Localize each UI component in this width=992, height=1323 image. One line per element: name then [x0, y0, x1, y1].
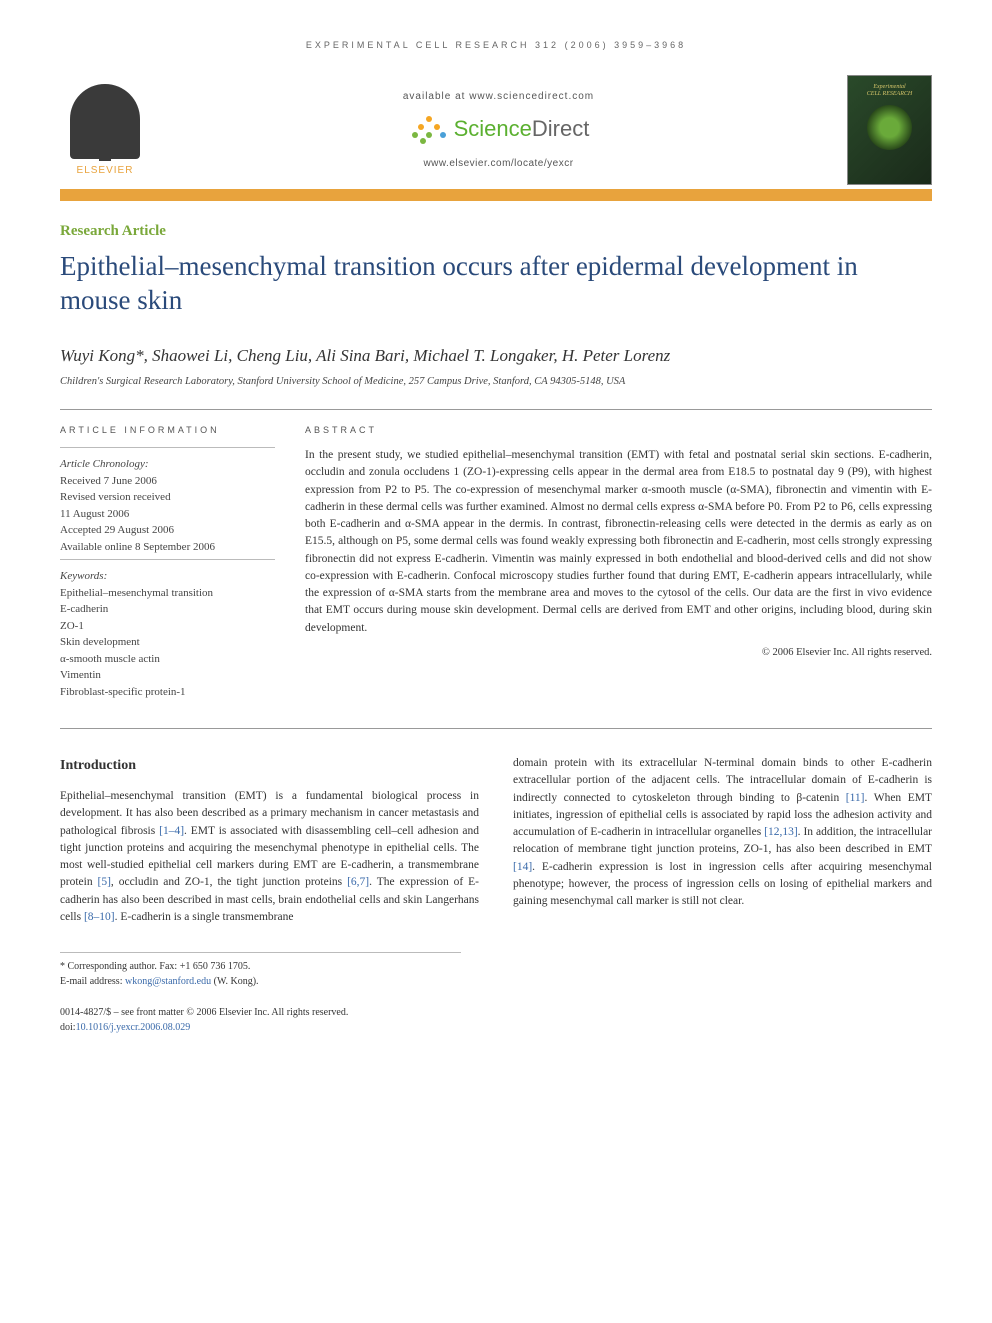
article-type-label: Research Article — [60, 223, 932, 240]
intro-paragraph-cont: domain protein with its extracellular N-… — [513, 755, 932, 910]
text-run: . E-cadherin expression is lost in ingre… — [513, 861, 932, 908]
divider — [60, 728, 932, 729]
body-column-left: Introduction Epithelial–mesenchymal tran… — [60, 755, 479, 926]
citation-link[interactable]: [6,7] — [347, 876, 369, 888]
citation-link[interactable]: [12,13] — [764, 826, 798, 838]
cover-image-icon — [867, 105, 912, 150]
chronology-label: Article Chronology: — [60, 458, 149, 470]
cover-line-1: Experimental — [873, 84, 905, 90]
available-at-text: available at www.sciencedirect.com — [170, 91, 827, 102]
header-divider-bar — [60, 189, 932, 201]
sciencedirect-text: ScienceDirect — [454, 116, 590, 142]
email-line: E-mail address: wkong@stanford.edu (W. K… — [60, 974, 461, 989]
footer-meta: 0014-4827/$ – see front matter © 2006 El… — [60, 1005, 932, 1035]
keyword: α-smooth muscle actin — [60, 651, 275, 668]
keywords-label: Keywords: — [60, 570, 107, 582]
keywords-block: Keywords: Epithelial–mesenchymal transit… — [60, 559, 275, 700]
revised-line-2: 11 August 2006 — [60, 506, 275, 523]
header-center: available at www.sciencedirect.com Scien… — [150, 91, 847, 169]
doi-link[interactable]: 10.1016/j.yexcr.2006.08.029 — [76, 1022, 191, 1033]
citation-link[interactable]: [11] — [846, 792, 865, 804]
section-heading-introduction: Introduction — [60, 755, 479, 776]
divider — [60, 409, 932, 410]
cover-title: Experimental CELL RESEARCH — [867, 84, 912, 97]
email-label: E-mail address: — [60, 976, 125, 987]
corresponding-author-note: * Corresponding author. Fax: +1 650 736 … — [60, 959, 461, 974]
sciencedirect-dots-icon — [408, 114, 446, 144]
keyword: Skin development — [60, 634, 275, 651]
doi-label: doi: — [60, 1022, 76, 1033]
intro-paragraph: Epithelial–mesenchymal transition (EMT) … — [60, 788, 479, 926]
abstract-copyright: © 2006 Elsevier Inc. All rights reserved… — [305, 645, 932, 661]
chronology-block: Article Chronology: Received 7 June 2006… — [60, 447, 275, 555]
article-title: Epithelial–mesenchymal transition occurs… — [60, 250, 932, 318]
keyword: E-cadherin — [60, 601, 275, 618]
citation-link[interactable]: [14] — [513, 861, 532, 873]
running-header: EXPERIMENTAL CELL RESEARCH 312 (2006) 39… — [60, 40, 932, 50]
cover-line-2: CELL RESEARCH — [867, 91, 912, 97]
info-heading: ARTICLE INFORMATION — [60, 424, 275, 438]
authors-line: Wuyi Kong*, Shaowei Li, Cheng Liu, Ali S… — [60, 346, 932, 366]
info-abstract-row: ARTICLE INFORMATION Article Chronology: … — [60, 424, 932, 715]
journal-cover-thumbnail: Experimental CELL RESEARCH — [847, 75, 932, 185]
body-columns: Introduction Epithelial–mesenchymal tran… — [60, 755, 932, 926]
keyword: Fibroblast-specific protein-1 — [60, 684, 275, 701]
journal-url: www.elsevier.com/locate/yexcr — [170, 158, 827, 169]
abstract-heading: ABSTRACT — [305, 424, 932, 438]
keyword: Vimentin — [60, 667, 275, 684]
accepted-date: Accepted 29 August 2006 — [60, 522, 275, 539]
received-date: Received 7 June 2006 — [60, 473, 275, 490]
publisher-header: ELSEVIER available at www.sciencedirect.… — [60, 75, 932, 185]
email-link[interactable]: wkong@stanford.edu — [125, 976, 211, 987]
article-information: ARTICLE INFORMATION Article Chronology: … — [60, 424, 275, 701]
elsevier-tree-icon — [70, 84, 140, 159]
elsevier-logo: ELSEVIER — [60, 75, 150, 185]
front-matter-line: 0014-4827/$ – see front matter © 2006 El… — [60, 1005, 932, 1020]
footnotes: * Corresponding author. Fax: +1 650 736 … — [60, 952, 461, 989]
abstract: ABSTRACT In the present study, we studie… — [305, 424, 932, 701]
sciencedirect-logo: ScienceDirect — [408, 114, 590, 144]
email-suffix: (W. Kong). — [211, 976, 258, 987]
citation-link[interactable]: [1–4] — [159, 825, 184, 837]
citation-link[interactable]: [8–10] — [84, 911, 115, 923]
keyword: ZO-1 — [60, 618, 275, 635]
body-column-right: domain protein with its extracellular N-… — [513, 755, 932, 926]
text-run: . E-cadherin is a single transmembrane — [115, 911, 294, 923]
text-run: , occludin and ZO-1, the tight junction … — [111, 876, 347, 888]
abstract-text: In the present study, we studied epithel… — [305, 447, 932, 637]
keyword: Epithelial–mesenchymal transition — [60, 585, 275, 602]
doi-line: doi:10.1016/j.yexcr.2006.08.029 — [60, 1020, 932, 1035]
affiliation: Children's Surgical Research Laboratory,… — [60, 376, 932, 387]
online-date: Available online 8 September 2006 — [60, 539, 275, 556]
elsevier-label: ELSEVIER — [77, 165, 134, 176]
citation-link[interactable]: [5] — [98, 876, 111, 888]
revised-line-1: Revised version received — [60, 489, 275, 506]
